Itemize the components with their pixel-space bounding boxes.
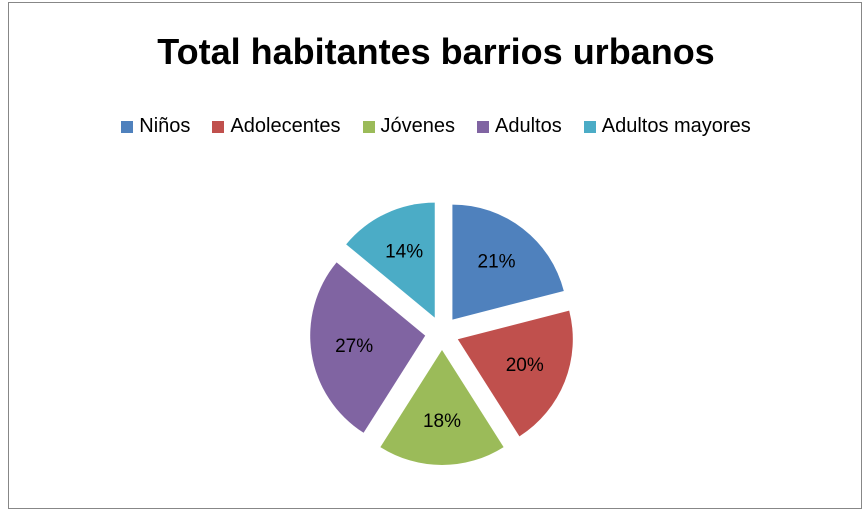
legend-swatch-jovenes xyxy=(362,120,375,133)
pie-slice-jovenes xyxy=(380,350,504,466)
data-label-adolecentes: 20% xyxy=(506,355,544,376)
legend-label-adultos: Adultos xyxy=(495,115,562,137)
legend-item-adultos-mayores: Adultos mayores xyxy=(583,115,751,138)
pie-slice-adultos xyxy=(310,262,426,433)
legend-item-adolecentes: Adolecentes xyxy=(212,115,341,138)
legend-label-adultos-mayores: Adultos mayores xyxy=(601,115,751,137)
legend-item-adultos: Adultos xyxy=(477,115,562,138)
legend-swatch-adultos xyxy=(477,120,490,133)
pie-slice-adultos-mayores xyxy=(346,202,435,318)
pie-slice-adolecentes xyxy=(457,310,573,437)
legend-swatch-ninos xyxy=(121,120,134,133)
legend-swatch-adultos-mayores xyxy=(583,120,596,133)
data-label-adultos-mayores: 14% xyxy=(385,241,423,262)
legend-label-jovenes: Jóvenes xyxy=(380,115,456,137)
data-label-jovenes: 18% xyxy=(423,411,461,432)
legend-swatch-adolecentes xyxy=(212,120,225,133)
legend-item-jovenes: Jóvenes xyxy=(362,115,456,138)
chart-title: Total habitantes barrios urbanos xyxy=(157,31,715,72)
legend-item-ninos: Niños xyxy=(121,115,190,138)
legend-label-ninos: Niños xyxy=(139,115,191,137)
data-label-ninos: 21% xyxy=(478,252,516,273)
pie-slice-ninos xyxy=(452,204,564,320)
data-label-adultos: 27% xyxy=(335,336,373,357)
legend: Niños Adolecentes Jóvenes Adultos Adulto… xyxy=(9,115,863,138)
legend-label-adolecentes: Adolecentes xyxy=(230,115,341,137)
